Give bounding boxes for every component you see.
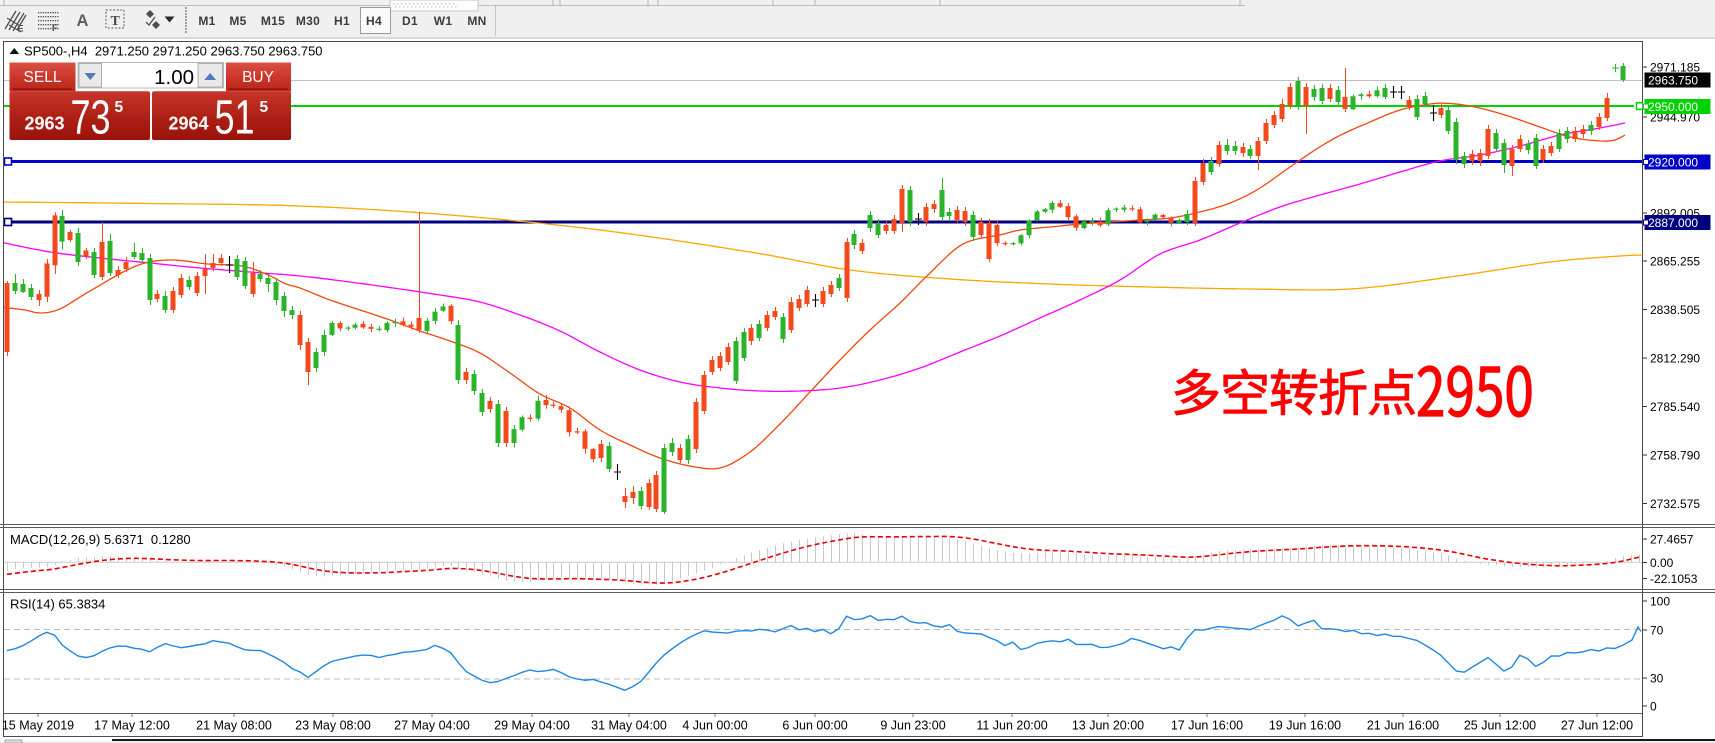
svg-text:2887.000: 2887.000 xyxy=(1648,216,1698,230)
svg-text:E: E xyxy=(18,24,24,34)
svg-text:13 Jun 20:00: 13 Jun 20:00 xyxy=(1072,719,1144,733)
svg-text:T: T xyxy=(111,14,121,29)
svg-text:A: A xyxy=(77,12,89,30)
svg-text:70: 70 xyxy=(1650,624,1664,638)
svg-text:2732.575: 2732.575 xyxy=(1650,497,1700,511)
svg-text:27 Jun 12:00: 27 Jun 12:00 xyxy=(1561,719,1633,733)
svg-text:BUY: BUY xyxy=(242,69,274,86)
svg-text:0: 0 xyxy=(1650,700,1657,714)
svg-text:2838.505: 2838.505 xyxy=(1650,303,1700,317)
svg-text:MACD(12,26,9) 5.6371 0.1280: MACD(12,26,9) 5.6371 0.1280 xyxy=(10,532,191,547)
svg-text:H1: H1 xyxy=(334,14,350,28)
svg-text:100: 100 xyxy=(1650,595,1670,609)
svg-text:17 May 12:00: 17 May 12:00 xyxy=(94,719,170,733)
svg-text:73: 73 xyxy=(71,90,111,143)
svg-text:2865.255: 2865.255 xyxy=(1650,255,1700,269)
svg-text:2971.185: 2971.185 xyxy=(1650,61,1700,75)
svg-text:2964: 2964 xyxy=(168,114,208,134)
svg-text:2785.540: 2785.540 xyxy=(1650,400,1700,414)
svg-text:27 May 04:00: 27 May 04:00 xyxy=(394,719,470,733)
svg-text:2812.290: 2812.290 xyxy=(1650,352,1700,366)
svg-text:29 May 04:00: 29 May 04:00 xyxy=(494,719,570,733)
svg-text:W1: W1 xyxy=(434,14,453,28)
svg-text:SELL: SELL xyxy=(24,69,62,86)
svg-text:M5: M5 xyxy=(229,14,246,28)
svg-text:5: 5 xyxy=(260,99,269,116)
svg-text:0.00: 0.00 xyxy=(1650,556,1674,570)
svg-text:M30: M30 xyxy=(296,14,320,28)
svg-text:2758.790: 2758.790 xyxy=(1650,449,1700,463)
svg-text:2950.000: 2950.000 xyxy=(1648,100,1698,114)
svg-text:F: F xyxy=(52,23,58,33)
svg-text:2963.750: 2963.750 xyxy=(1648,74,1698,88)
svg-text:11 Jun 20:00: 11 Jun 20:00 xyxy=(976,719,1047,733)
svg-text:2920.000: 2920.000 xyxy=(1648,156,1698,170)
svg-text:21 May 08:00: 21 May 08:00 xyxy=(196,719,272,733)
svg-text:27.4657: 27.4657 xyxy=(1650,533,1694,547)
svg-text:M15: M15 xyxy=(261,14,285,28)
svg-text:30: 30 xyxy=(1650,672,1664,686)
svg-text:51: 51 xyxy=(215,90,255,143)
svg-text:9 Jun 23:00: 9 Jun 23:00 xyxy=(880,719,945,733)
svg-text:25 Jun 12:00: 25 Jun 12:00 xyxy=(1464,719,1536,733)
svg-text:H4: H4 xyxy=(366,14,382,28)
svg-text:2963: 2963 xyxy=(24,114,64,134)
svg-text:SP500-,H4 2971.250 2971.250 2: SP500-,H4 2971.250 2971.250 2963.750 296… xyxy=(24,44,323,59)
svg-text:19 Jun 16:00: 19 Jun 16:00 xyxy=(1269,719,1341,733)
svg-text:31 May 04:00: 31 May 04:00 xyxy=(591,719,667,733)
svg-text:5: 5 xyxy=(115,99,124,116)
svg-text:4 Jun 00:00: 4 Jun 00:00 xyxy=(682,719,747,733)
svg-text:23 May 08:00: 23 May 08:00 xyxy=(295,719,371,733)
svg-text:1.00: 1.00 xyxy=(154,66,194,89)
svg-text:6 Jun 00:00: 6 Jun 00:00 xyxy=(782,719,847,733)
svg-text:21 Jun 16:00: 21 Jun 16:00 xyxy=(1367,719,1439,733)
svg-text:RSI(14) 65.3834: RSI(14) 65.3834 xyxy=(10,597,105,612)
svg-text:15 May 2019: 15 May 2019 xyxy=(2,719,74,733)
svg-text:M1: M1 xyxy=(198,14,215,28)
svg-text:D1: D1 xyxy=(402,14,418,28)
svg-text:MN: MN xyxy=(467,14,486,28)
svg-text:-22.1053: -22.1053 xyxy=(1650,572,1698,586)
svg-text:17 Jun 16:00: 17 Jun 16:00 xyxy=(1171,719,1243,733)
